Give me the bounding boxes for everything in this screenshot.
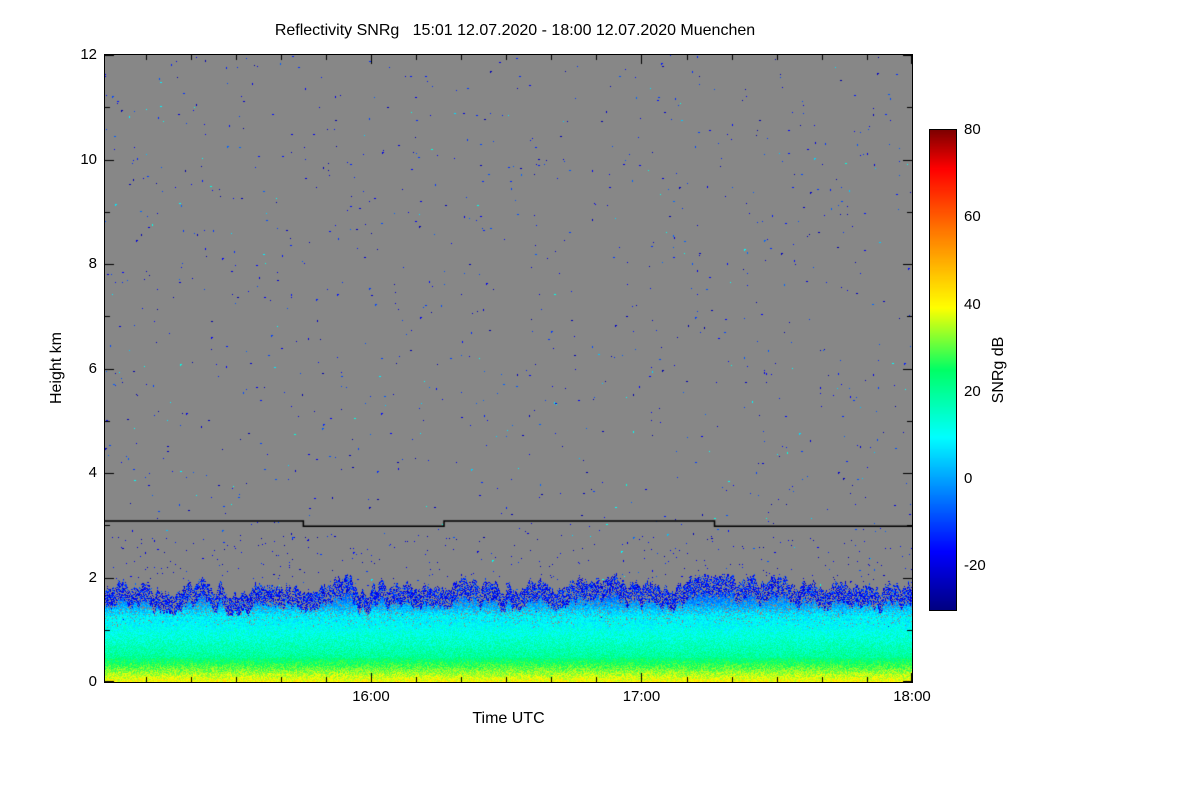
y-tick-label: 8 xyxy=(88,255,97,272)
x-axis-label: Time UTC xyxy=(472,710,545,727)
x-tick-label: 17:00 xyxy=(622,688,661,705)
heatmap-canvas xyxy=(105,55,912,682)
colorbar-canvas xyxy=(930,130,956,610)
colorbar-tick-label: 60 xyxy=(964,208,981,226)
x-tick-label: 16:00 xyxy=(352,688,390,705)
colorbar-tick-label: -20 xyxy=(964,557,986,575)
colorbar-tick-label: 20 xyxy=(964,382,981,400)
colorbar-tick-label: 0 xyxy=(964,470,973,488)
y-tick-label: 6 xyxy=(88,359,97,377)
y-tick-label: 10 xyxy=(80,150,97,168)
y-tick-label: 12 xyxy=(80,46,97,63)
chart-title: Reflectivity SNRg 15:01 12.07.2020 - 18:… xyxy=(274,22,756,39)
plot-area xyxy=(104,54,913,683)
y-tick-label: 2 xyxy=(88,568,97,586)
y-tick-label: 0 xyxy=(88,673,97,690)
colorbar xyxy=(929,129,957,611)
colorbar-tick-label: 40 xyxy=(964,295,981,313)
colorbar-tick-label: 80 xyxy=(964,121,981,138)
y-tick-label: 4 xyxy=(88,464,97,481)
x-tick-label: 18:00 xyxy=(893,688,931,705)
